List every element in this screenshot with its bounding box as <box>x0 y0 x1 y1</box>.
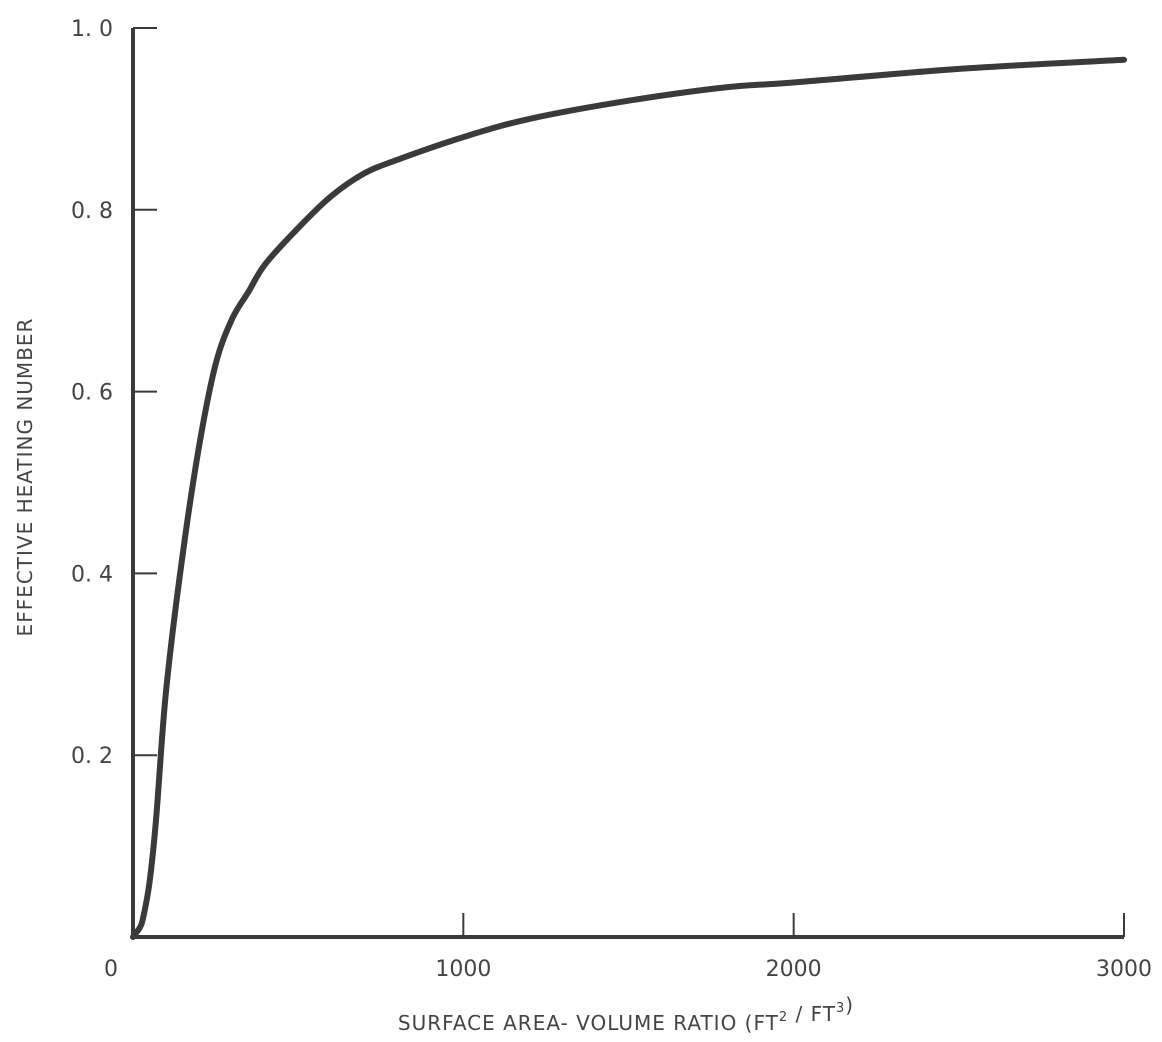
x-tick-label: 1000 <box>435 957 491 982</box>
y-tick-label: 0. 4 <box>71 562 113 587</box>
y-tick-label: 0. 2 <box>71 744 113 769</box>
axes <box>131 28 1124 939</box>
y-tick-label: 1. 0 <box>71 17 113 42</box>
x-axis-title: SURFACE AREA- VOLUME RATIO (FT2 / FT3) <box>398 993 854 1035</box>
x-tick-label: 0 <box>104 957 118 982</box>
y-axis-title: EFFECTIVE HEATING NUMBER <box>13 318 37 637</box>
x-tick-label: 3000 <box>1096 957 1152 982</box>
series-line <box>130 56 1127 940</box>
y-tick-label: 0. 6 <box>71 381 113 406</box>
x-tick-label: 2000 <box>766 957 822 982</box>
ticks: 0. 2 0. 4 0. 6 0. 8 1. 0 0 1000 2000 3000 <box>71 17 1152 982</box>
series <box>130 56 1127 940</box>
y-tick-label: 0. 8 <box>71 199 113 224</box>
